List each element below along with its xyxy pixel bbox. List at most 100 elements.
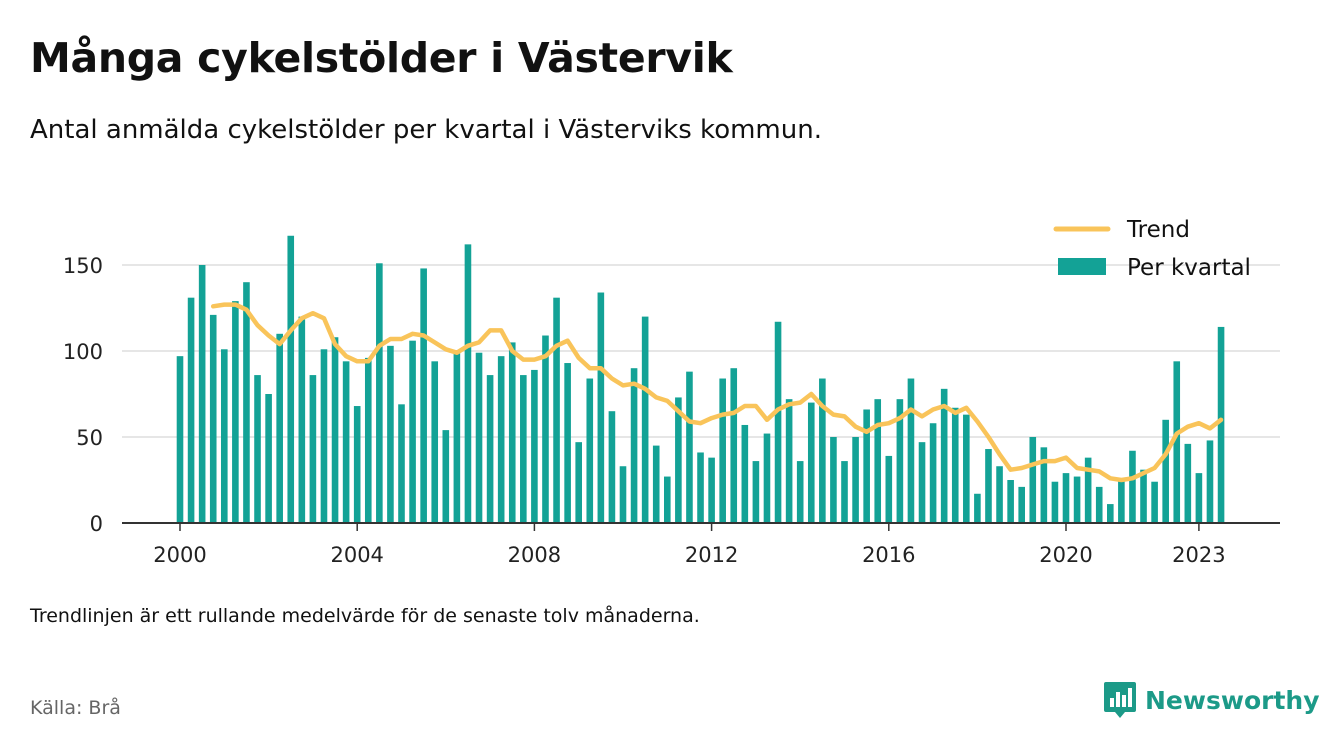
bar xyxy=(963,414,970,523)
bar xyxy=(1140,469,1147,523)
bar xyxy=(420,268,427,523)
bar xyxy=(619,466,627,523)
bar xyxy=(520,375,527,523)
trend-line xyxy=(210,302,1224,483)
bar xyxy=(353,406,361,523)
bar xyxy=(187,297,195,523)
bar xyxy=(564,363,571,523)
bar xyxy=(785,399,793,523)
bar xyxy=(176,356,184,523)
bar xyxy=(774,321,782,523)
x-tick-label: 2008 xyxy=(508,543,561,567)
bar xyxy=(940,388,948,523)
bar xyxy=(586,378,594,523)
source-note: Källa: Brå xyxy=(30,697,121,719)
y-tick-label: 150 xyxy=(63,254,103,278)
bar xyxy=(409,340,416,523)
bar xyxy=(819,378,826,523)
bar xyxy=(331,337,339,523)
bar xyxy=(254,375,261,523)
bar xyxy=(475,352,483,523)
bar xyxy=(752,461,760,523)
bar xyxy=(376,263,383,523)
bar xyxy=(896,399,904,523)
bar xyxy=(974,493,981,523)
bar xyxy=(221,349,228,523)
x-tick-label: 2020 xyxy=(1039,543,1092,567)
bar xyxy=(243,282,250,523)
bar xyxy=(1173,361,1181,523)
x-axis: 2000 2004 2008 2012 2016 2020 2023 xyxy=(122,522,1280,567)
bar xyxy=(431,361,439,523)
bar xyxy=(320,349,328,523)
bar xyxy=(763,433,771,523)
bar xyxy=(907,378,915,523)
bar xyxy=(198,265,206,523)
x-tick-label: 2000 xyxy=(153,543,206,567)
bar xyxy=(863,409,870,523)
bar xyxy=(796,461,804,523)
bar xyxy=(996,466,1003,523)
bar xyxy=(276,333,283,523)
bar xyxy=(398,404,405,523)
bar xyxy=(686,371,693,523)
bar xyxy=(542,335,549,523)
legend: Trend Per kvartal xyxy=(1053,217,1251,281)
x-tick-label: 2023 xyxy=(1172,543,1225,567)
bar xyxy=(1217,326,1225,523)
bar xyxy=(531,369,538,523)
bar xyxy=(575,442,582,523)
bar xyxy=(1018,486,1025,523)
bar xyxy=(1107,504,1114,523)
bar xyxy=(708,457,715,523)
gridlines xyxy=(122,264,1280,438)
bar xyxy=(807,402,815,523)
bar xyxy=(1118,480,1125,523)
bar xyxy=(232,301,239,523)
bar xyxy=(1073,476,1081,523)
bar xyxy=(630,368,638,523)
bar xyxy=(309,375,317,523)
bar xyxy=(1162,419,1169,523)
bar xyxy=(265,394,272,523)
bar xyxy=(719,378,726,523)
newsworthy-logo-icon xyxy=(1104,682,1136,718)
y-tick-label: 0 xyxy=(90,512,103,536)
footnote: Trendlinjen är ett rullande medelvärde f… xyxy=(30,605,700,627)
bar xyxy=(1206,440,1214,523)
bar xyxy=(1051,481,1059,523)
bar xyxy=(664,476,671,523)
x-tick-label: 2016 xyxy=(862,543,915,567)
bar-series xyxy=(176,235,1225,524)
bar xyxy=(641,316,649,523)
bar xyxy=(1129,450,1136,523)
bar xyxy=(951,407,959,523)
bar xyxy=(508,342,516,523)
bar xyxy=(929,423,937,523)
x-tick-label: 2012 xyxy=(685,543,738,567)
bar xyxy=(1084,457,1092,523)
bar xyxy=(885,455,893,523)
bar xyxy=(697,452,704,523)
bar xyxy=(608,411,616,523)
y-axis-labels: 0 50 100 150 xyxy=(63,254,103,536)
bar xyxy=(342,361,350,523)
bar xyxy=(830,437,837,523)
bar xyxy=(209,314,217,523)
brand-name: Newsworthy xyxy=(1145,685,1320,715)
chart: 0 50 100 150 2000 2004 2008 2012 2016 2020 2023 T… xyxy=(63,217,1280,567)
legend-trend-label: Trend xyxy=(1126,217,1190,243)
legend-bar-swatch xyxy=(1058,258,1106,275)
bar xyxy=(1029,437,1037,523)
bar xyxy=(464,244,472,524)
bar xyxy=(486,375,494,523)
chart-subtitle: Antal anmälda cykelstölder per kvartal i… xyxy=(30,115,822,145)
bar xyxy=(741,424,749,523)
legend-bar-label: Per kvartal xyxy=(1127,255,1251,281)
bar xyxy=(1195,473,1203,523)
bar xyxy=(597,292,605,523)
chart-title: Många cykelstölder i Västervik xyxy=(30,34,733,82)
bar xyxy=(675,397,682,523)
bar xyxy=(453,351,461,523)
trend-series xyxy=(210,302,1224,483)
